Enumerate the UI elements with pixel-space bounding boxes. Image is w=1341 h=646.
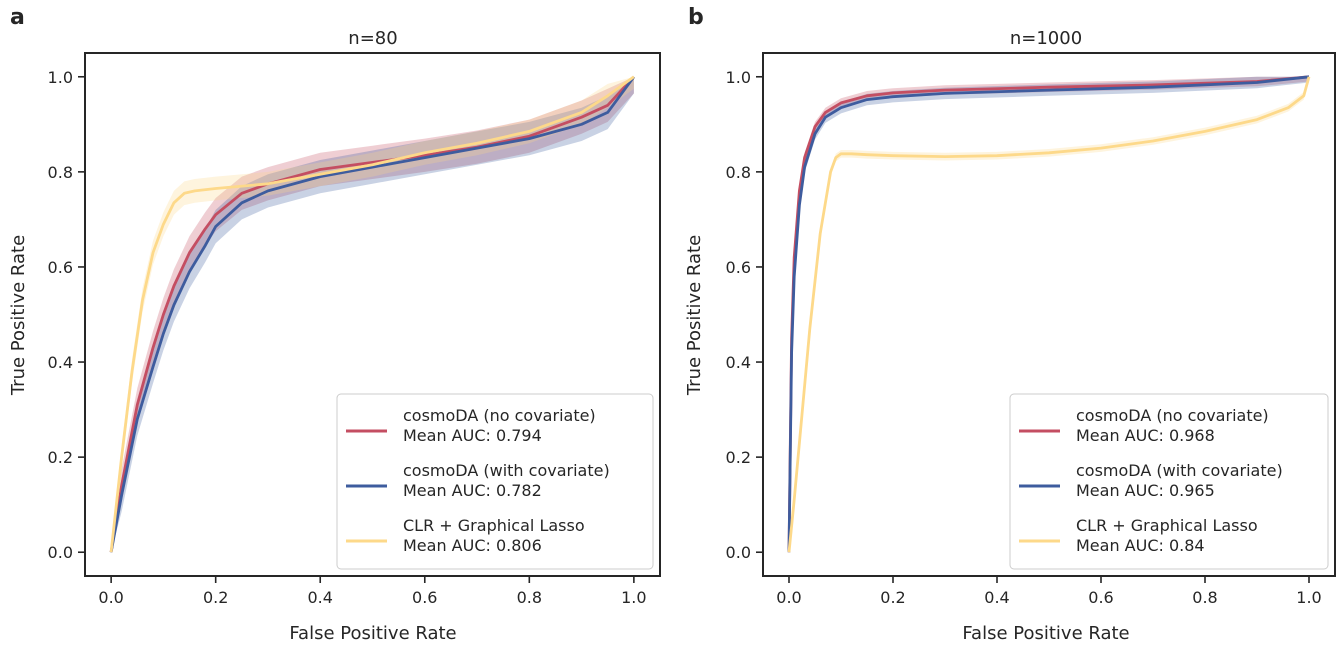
confidence-band-with_covariate [111,76,634,553]
legend-series-name: cosmoDA (no covariate) [403,406,596,425]
legend-auc-label: Mean AUC: 0.968 [1076,426,1215,445]
y-tick-label: 0.8 [726,163,751,182]
roc-panel-b: b n=1000 0.0 0.2 0.4 0.6 0.8 1.00.00.20.40.60… [684,5,1336,644]
x-tick-label: 1.0 [1296,588,1321,607]
panel-b-y-axis-label: True Positive Rate [684,235,705,396]
legend-auc-label: Mean AUC: 0.84 [1076,536,1205,555]
y-tick-label: 0.0 [726,543,751,562]
x-tick-label: 1.0 [621,588,646,607]
x-tick-label: 0.4 [984,588,1009,607]
confidence-band-clr_glasso [111,76,634,553]
y-tick-label: 1.0 [726,68,751,87]
x-tick-label: 0.8 [1192,588,1217,607]
y-tick-label: 0.2 [726,448,751,467]
x-tick-label: 0.2 [880,588,905,607]
confidence-band-no_covariate [111,76,634,553]
roc-line-with_covariate [109,75,636,553]
panel-b-title: n=1000 [1010,28,1082,49]
panel-b-x-axis-label: False Positive Rate [962,623,1129,644]
y-tick-label: 0.2 [48,448,73,467]
x-tick-label: 0.6 [412,588,437,607]
y-tick-label: 1.0 [48,68,73,87]
panel-a-y-axis-label: True Positive Rate [8,235,29,396]
panel-letter-a: a [10,5,25,30]
panel-b-ticks-layer: 0.0 0.2 0.4 0.6 0.8 1.0 0.0 0.2 0.4 0.6 0.8 1.0 [726,68,1322,607]
y-tick-label: 0.8 [48,163,73,182]
roc-panel-a: a n=80 0.0 0.2 0.4 0.6 0.8 1.0 0.0 0.2 0.4 0.6 0.8… [8,5,661,644]
panel-a-series-layer [109,75,636,553]
roc-line-clr_glasso [109,75,635,553]
x-tick-label: 0.0 [98,588,123,607]
panel-a-axes-frame [84,52,661,577]
x-tick-label: 0.8 [517,588,542,607]
x-tick-label: 0.0 [776,588,801,607]
panel-b-axes-frame [762,52,1336,577]
legend-series-name: CLR + Graphical Lasso [403,516,585,535]
legend-auc-label: Mean AUC: 0.965 [1076,481,1215,500]
panel-a-x-axis-label: False Positive Rate [289,623,456,644]
x-tick-label: 0.2 [203,588,228,607]
y-tick-label: 0.6 [48,258,73,277]
legend-auc-label: Mean AUC: 0.806 [403,536,542,555]
x-tick-label: 0.4 [308,588,333,607]
roc-line-no_covariate [109,75,635,553]
legend-series-name: cosmoDA (with covariate) [1076,461,1283,480]
panel-b-series-layer [787,75,1311,553]
legend-series-name: CLR + Graphical Lasso [1076,516,1258,535]
panel-b-legend: cosmoDA (no covariate)Mean AUC: 0.968 cos… [1009,393,1329,570]
panel-a-ticks-layer: 0.0 0.2 0.4 0.6 0.8 1.0 0.0 0.2 0.4 0.6 0.8 1.0 [48,68,647,607]
legend-box [1009,393,1329,570]
panel-a-title: n=80 [348,28,397,49]
legend-auc-label: Mean AUC: 0.782 [403,481,542,500]
y-tick-label: 0.4 [726,353,751,372]
legend-box [336,393,654,570]
panel-letter-b: b [688,5,704,30]
legend-series-name: cosmoDA (with covariate) [403,461,610,480]
roc-line-clr_glasso [787,76,1311,553]
y-tick-label: 0.4 [48,353,73,372]
y-tick-label: 0.6 [726,258,751,277]
panel-a-legend: cosmoDA (no covariate)Mean AUC: 0.794 cos… [336,393,654,570]
roc-line-with_covariate [787,75,1310,553]
legend-auc-label: Mean AUC: 0.794 [403,426,542,445]
y-tick-label: 0.0 [48,543,73,562]
legend-series-name: cosmoDA (no covariate) [1076,406,1269,425]
x-tick-label: 0.6 [1088,588,1113,607]
